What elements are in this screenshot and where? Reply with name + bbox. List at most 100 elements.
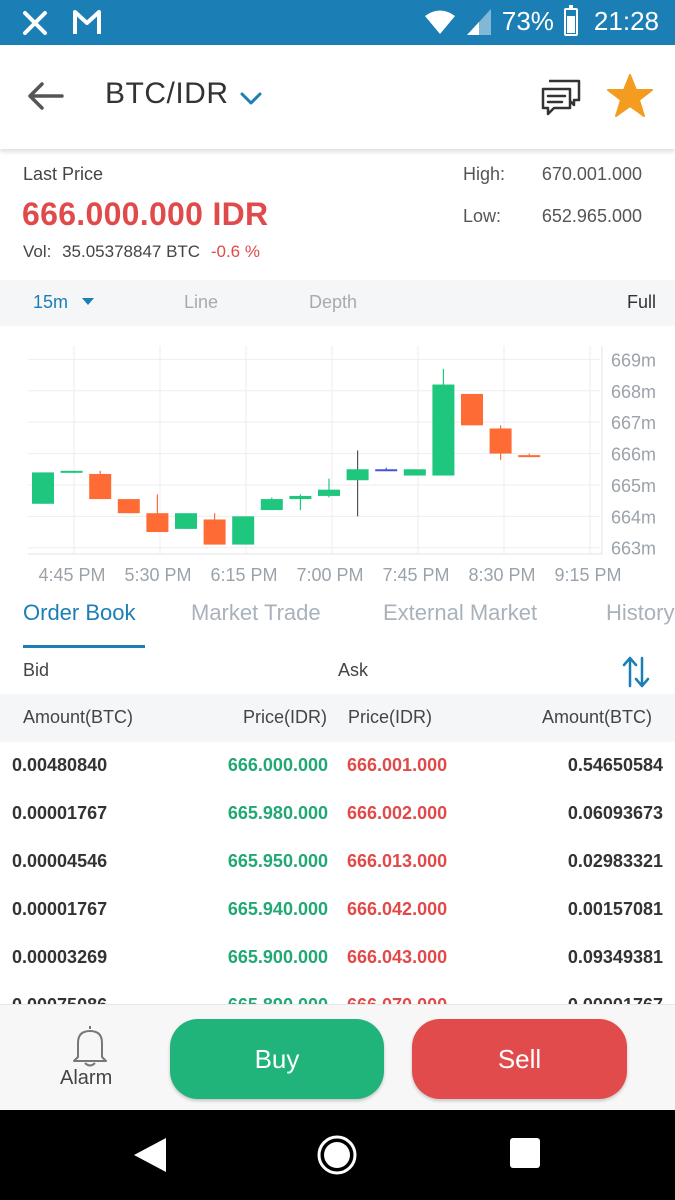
chevron-down-icon[interactable] bbox=[238, 85, 264, 111]
order-book-row[interactable]: 0.00001767 665.940.000 666.042.000 0.001… bbox=[0, 886, 675, 934]
status-bar: 73% 21:28 bbox=[0, 0, 675, 45]
low-value: 652.965.000 bbox=[541, 206, 642, 226]
candlestick-chart[interactable]: 669m 668m 667m 666m 665m 664m 663m 4:45 PM 5:30 … bbox=[0, 330, 675, 592]
ask-amount: 0.00001767 bbox=[568, 995, 663, 1004]
chart-mode-bar: 15m Line Depth Full bbox=[0, 280, 675, 326]
timeframe-select[interactable]: 15m bbox=[33, 292, 69, 312]
back-arrow-icon[interactable] bbox=[24, 75, 66, 117]
order-book-row[interactable]: 0.00004546 665.950.000 666.013.000 0.029… bbox=[0, 838, 675, 886]
ask-label: Ask bbox=[338, 660, 369, 680]
caret-down-icon[interactable] bbox=[82, 298, 94, 305]
chart-canvas[interactable]: 669m 668m 667m 666m 665m 664m 663m 4:45 PM 5:30 … bbox=[0, 330, 675, 592]
volume-line: Vol: 35.05378847 BTC -0.6 % bbox=[23, 242, 260, 262]
candle-body bbox=[146, 513, 169, 533]
x-tick-label: 7:00 PM bbox=[296, 565, 363, 585]
tab-history[interactable]: History bbox=[606, 600, 675, 625]
candle-body bbox=[60, 470, 83, 473]
bid-price-header: Price(IDR) bbox=[243, 707, 327, 727]
pair-title[interactable]: BTC/IDR bbox=[105, 77, 229, 110]
candle-body bbox=[289, 495, 312, 500]
trade-action-bar: Alarm Buy Sell bbox=[0, 1004, 675, 1110]
ask-amount: 0.09349381 bbox=[567, 947, 663, 967]
nav-home-icon[interactable] bbox=[316, 1134, 358, 1176]
battery-icon bbox=[563, 4, 578, 36]
order-book-row[interactable]: 0.00001767 665.980.000 666.002.000 0.060… bbox=[0, 790, 675, 838]
candle-body bbox=[260, 499, 283, 511]
candle-body bbox=[203, 519, 226, 545]
bid-amount: 0.00004546 bbox=[12, 851, 108, 871]
ask-amount: 0.06093673 bbox=[567, 803, 663, 823]
bid-price: 665.900.000 bbox=[227, 947, 328, 967]
ask-amount: 0.00157081 bbox=[567, 899, 663, 919]
nav-back-icon[interactable] bbox=[132, 1136, 168, 1174]
ask-price: 666.043.000 bbox=[347, 947, 448, 967]
nav-recents-icon[interactable] bbox=[510, 1138, 540, 1168]
order-tabs: Order Book Market Trade External Market … bbox=[0, 592, 675, 648]
y-tick-label: 665m bbox=[611, 476, 656, 496]
active-tab-indicator bbox=[23, 645, 145, 648]
star-icon[interactable] bbox=[606, 73, 654, 119]
alarm-button[interactable]: Alarm bbox=[50, 1021, 130, 1101]
order-book-row[interactable]: 0.00075086 665.890.000 666.070.000 0.000… bbox=[0, 982, 675, 1004]
tools-icon bbox=[23, 11, 47, 35]
bid-amount: 0.00075086 bbox=[12, 995, 107, 1004]
x-tick-label: 9:15 PM bbox=[554, 565, 621, 585]
bid-amount: 0.00480840 bbox=[12, 755, 108, 775]
battery-percent: 73% bbox=[501, 6, 554, 36]
ask-price: 666.070.000 bbox=[347, 995, 447, 1004]
clock: 21:28 bbox=[593, 6, 659, 36]
y-tick-label: 664m bbox=[611, 507, 656, 527]
candle-body bbox=[403, 469, 426, 476]
gmail-icon bbox=[73, 10, 101, 34]
candle-body bbox=[375, 469, 398, 472]
x-tick-label: 7:45 PM bbox=[382, 565, 449, 585]
bid-price: 666.000.000 bbox=[227, 755, 328, 775]
tab-market-trade[interactable]: Market Trade bbox=[191, 600, 321, 625]
candle-body bbox=[432, 384, 455, 476]
bell-icon bbox=[73, 1026, 107, 1067]
last-price-label: Last Price bbox=[23, 164, 104, 184]
candle-body bbox=[318, 489, 340, 496]
chat-icon[interactable] bbox=[540, 78, 582, 118]
signal-icon bbox=[466, 8, 491, 35]
y-tick-label: 669m bbox=[611, 350, 656, 370]
buy-button[interactable]: Buy bbox=[170, 1019, 384, 1099]
bid-amount-header: Amount(BTC) bbox=[23, 707, 134, 727]
order-book-list[interactable]: 0.00480840 666.000.000 666.001.000 0.546… bbox=[0, 742, 675, 1004]
order-book-row[interactable]: 0.00003269 665.900.000 666.043.000 0.093… bbox=[0, 934, 675, 982]
volume-label: Vol: bbox=[23, 242, 52, 261]
candle-body bbox=[518, 455, 541, 458]
x-tick-label: 8:30 PM bbox=[468, 565, 535, 585]
order-book-column-headers: Amount(BTC) Price(IDR) Price(IDR) Amount… bbox=[0, 694, 675, 742]
ask-price: 666.013.000 bbox=[347, 851, 448, 871]
bid-price: 665.890.000 bbox=[228, 995, 328, 1004]
candle-body bbox=[175, 513, 197, 529]
order-book-row[interactable]: 0.00480840 666.000.000 666.001.000 0.546… bbox=[0, 742, 675, 790]
app-header: BTC/IDR bbox=[0, 45, 675, 149]
line-mode-tab[interactable]: Line bbox=[184, 292, 219, 312]
last-price-value: 666.000.000 IDR bbox=[22, 196, 269, 232]
y-tick-label: 663m bbox=[611, 539, 656, 559]
swap-vertical-icon[interactable] bbox=[620, 654, 652, 690]
bid-price: 665.980.000 bbox=[227, 803, 328, 823]
sell-button[interactable]: Sell bbox=[412, 1019, 627, 1099]
tab-external-market[interactable]: External Market bbox=[383, 600, 538, 625]
x-tick-label: 5:30 PM bbox=[124, 565, 191, 585]
candle-body bbox=[89, 473, 112, 500]
y-tick-label: 668m bbox=[611, 382, 656, 402]
candle-body bbox=[117, 499, 140, 514]
bid-price: 665.940.000 bbox=[227, 899, 328, 919]
wifi-icon bbox=[424, 10, 455, 34]
candle-body bbox=[461, 393, 483, 426]
alarm-label: Alarm bbox=[60, 1067, 113, 1089]
y-tick-label: 666m bbox=[611, 445, 656, 465]
bid-label: Bid bbox=[23, 660, 50, 680]
depth-mode-tab[interactable]: Depth bbox=[309, 292, 358, 312]
high-value: 670.001.000 bbox=[541, 164, 642, 184]
tab-order-book[interactable]: Order Book bbox=[23, 600, 136, 625]
candle-body bbox=[32, 472, 54, 504]
high-label: High: bbox=[463, 164, 506, 184]
ask-price-header: Price(IDR) bbox=[348, 707, 432, 727]
ask-amount: 0.02983321 bbox=[567, 851, 663, 871]
fullscreen-button[interactable]: Full bbox=[626, 292, 656, 312]
